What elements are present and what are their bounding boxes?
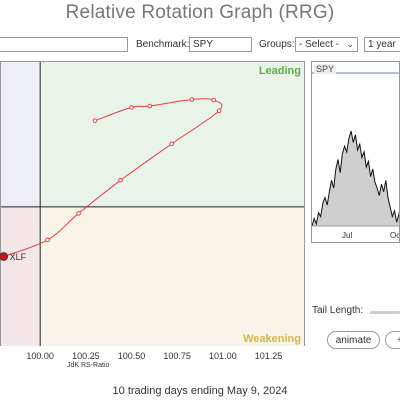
weakening-label: Weakening	[243, 333, 301, 345]
xlf-tail-point	[45, 237, 50, 243]
mini-chart-x-label: Oct	[390, 231, 400, 240]
benchmark-input[interactable]: SPY	[189, 37, 252, 52]
period-select[interactable]: 1 year	[364, 37, 400, 52]
xlf-tail-point	[118, 178, 123, 183]
xlf-tail-point	[76, 211, 81, 216]
rrg-chart: Leading Weakening XLF	[0, 61, 305, 346]
groups-select-value: - Select -	[299, 39, 340, 50]
chevron-down-icon: ⌄	[346, 39, 354, 49]
benchmark-label: Benchmark:	[136, 39, 190, 50]
animate-button[interactable]: animate	[327, 331, 380, 349]
groups-label: Groups:	[259, 39, 295, 50]
x-tick-label: 100.50	[117, 351, 146, 361]
footer-caption: 10 trading days ending May 9, 2024	[112, 385, 288, 397]
x-tick-label: 101.00	[209, 351, 237, 361]
groups-select[interactable]: - Select - ⌄	[295, 37, 358, 52]
tail-length-label: Tail Length:	[312, 305, 364, 316]
mini-chart-x-label: Jul	[342, 231, 352, 240]
x-tick-label: 101.25	[254, 351, 283, 361]
improving-quadrant	[0, 61, 41, 207]
page-title: Relative Rotation Graph (RRG)	[65, 2, 335, 23]
leading-quadrant	[40, 61, 305, 207]
mini-chart-area	[312, 131, 399, 226]
xlf-tail-point	[216, 108, 222, 114]
x-tick-label: 100.25	[72, 351, 100, 361]
mini-chart-canvas: Jul Oct	[312, 72, 400, 240]
tail-length-slider[interactable]	[370, 311, 400, 314]
xlf-tail-point	[92, 118, 98, 123]
xlf-tail-point	[211, 97, 216, 103]
xlf-head-point	[0, 252, 9, 261]
period-select-value: 1 year	[368, 39, 396, 50]
mini-chart-symbol: SPY	[314, 64, 337, 74]
xlf-tail-point	[169, 141, 174, 147]
x-tick-label: 100.00	[26, 351, 54, 361]
xlf-tail-point	[147, 103, 153, 109]
benchmark-mini-chart: Jul Oct SPY	[311, 61, 400, 243]
leading-label: Leading	[259, 65, 301, 77]
xlf-tail-point	[189, 97, 195, 102]
plot-frame	[0, 61, 305, 346]
xlf-tail-point	[129, 105, 134, 110]
toolbar: Benchmark: SPY Groups: - Select - ⌄ 1 ye…	[0, 37, 400, 54]
lagging-quadrant	[0, 206, 41, 346]
symbols-input[interactable]	[0, 37, 128, 52]
xlf-series-label: XLF	[10, 252, 27, 262]
x-tick-label: 100.75	[163, 351, 191, 361]
x-axis-label: JdK RS-Ratio	[67, 362, 110, 369]
zoom-in-button[interactable]: +	[385, 331, 400, 349]
mini-chart-line	[312, 130, 399, 227]
weakening-quadrant	[40, 206, 305, 346]
